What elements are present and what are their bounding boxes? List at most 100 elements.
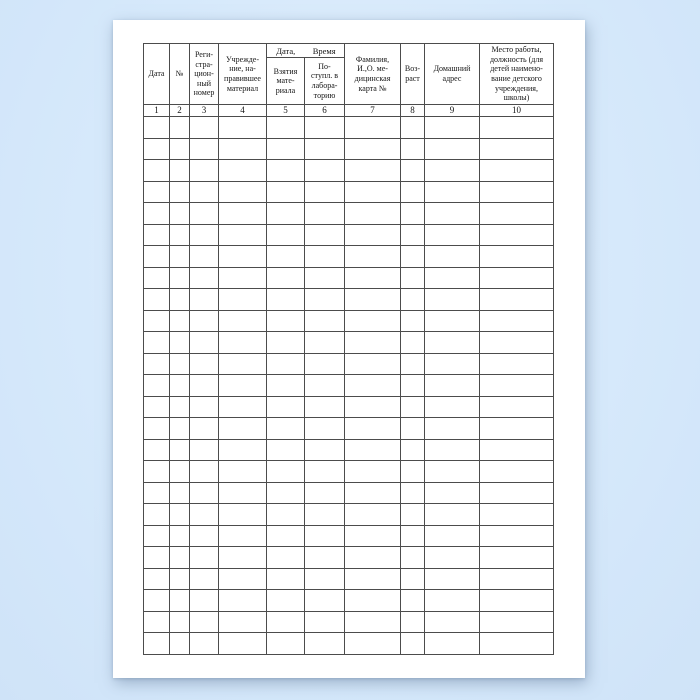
empty-cell [266, 610, 305, 633]
empty-cell [400, 589, 425, 612]
empty-cell [424, 546, 480, 569]
empty-cell [218, 245, 267, 268]
empty-cell [169, 546, 190, 569]
empty-cell [424, 567, 480, 590]
empty-cell [344, 567, 401, 590]
table-row [143, 395, 554, 418]
empty-cell [218, 159, 267, 182]
empty-cell [266, 524, 305, 547]
empty-cell [424, 352, 480, 375]
empty-cell [218, 266, 267, 289]
column-number: 8 [400, 104, 425, 117]
table-row [143, 589, 554, 612]
empty-cell [424, 245, 480, 268]
empty-cell [344, 352, 401, 375]
empty-cell [169, 374, 190, 397]
empty-cell [304, 266, 345, 289]
empty-cell [424, 374, 480, 397]
header-cell-age: Воз- раст [400, 43, 425, 105]
empty-cell [189, 116, 219, 139]
empty-cell [266, 266, 305, 289]
empty-cell [189, 589, 219, 612]
empty-cell [344, 223, 401, 246]
empty-cell [400, 245, 425, 268]
empty-cell [218, 524, 267, 547]
empty-cell [266, 180, 305, 203]
empty-cell [143, 438, 170, 461]
empty-cell [189, 245, 219, 268]
empty-cell [169, 288, 190, 311]
empty-cell [344, 417, 401, 440]
empty-cell [424, 589, 480, 612]
empty-cell [479, 288, 554, 311]
empty-cell [169, 438, 190, 461]
empty-cell [344, 202, 401, 225]
empty-cell [479, 524, 554, 547]
date-time-left-label: Дата, [276, 45, 296, 56]
empty-cell [479, 417, 554, 440]
header-cell-received-lab: По- ступл. в лабора- торию [304, 57, 345, 105]
empty-cell [344, 460, 401, 483]
empty-cell [143, 632, 170, 655]
empty-cell [344, 374, 401, 397]
empty-cell [304, 202, 345, 225]
empty-cell [400, 438, 425, 461]
empty-cell [304, 417, 345, 440]
empty-cell [266, 503, 305, 526]
header-cell-date-time-group: Дата, Время [266, 43, 345, 58]
empty-cell [218, 180, 267, 203]
empty-cell [143, 331, 170, 354]
empty-cell [344, 481, 401, 504]
empty-cell [479, 546, 554, 569]
empty-cell [400, 610, 425, 633]
header-cell-registration-number: Реги- стра- цион- ный номер [189, 43, 219, 105]
table-row [143, 180, 554, 203]
empty-cell [479, 245, 554, 268]
empty-cell [266, 395, 305, 418]
empty-cell [143, 245, 170, 268]
empty-cell [143, 460, 170, 483]
empty-cell [400, 632, 425, 655]
empty-cell [424, 137, 480, 160]
table-row [143, 116, 554, 139]
empty-cell [479, 395, 554, 418]
empty-cell [218, 352, 267, 375]
empty-cell [169, 180, 190, 203]
registration-journal-table: Дата № Реги- стра- цион- ный номер Учреж… [143, 43, 554, 655]
column-number: 6 [304, 104, 345, 117]
empty-cell [266, 352, 305, 375]
empty-cell [400, 202, 425, 225]
empty-cell [344, 524, 401, 547]
table-row [143, 438, 554, 461]
header-cell-date: Дата [143, 43, 170, 105]
header-cell-material-taken: Взятия мате- риала [266, 57, 305, 105]
empty-cell [344, 546, 401, 569]
empty-cell [424, 503, 480, 526]
empty-cell [400, 352, 425, 375]
column-number: 1 [143, 104, 170, 117]
empty-cell [169, 503, 190, 526]
empty-cell [189, 503, 219, 526]
empty-cell [304, 159, 345, 182]
empty-cell [169, 116, 190, 139]
empty-cell [304, 180, 345, 203]
empty-cell [424, 202, 480, 225]
empty-cell [218, 610, 267, 633]
table-row [143, 223, 554, 246]
empty-cell [143, 266, 170, 289]
empty-cell [400, 180, 425, 203]
empty-cell [266, 159, 305, 182]
empty-cell [400, 460, 425, 483]
empty-cell [218, 417, 267, 440]
empty-cell [304, 374, 345, 397]
empty-cell [169, 417, 190, 440]
empty-cell [479, 567, 554, 590]
table-row [143, 374, 554, 397]
empty-cell [304, 610, 345, 633]
empty-cell [218, 331, 267, 354]
empty-cell [189, 180, 219, 203]
empty-cell [400, 288, 425, 311]
empty-cell [424, 266, 480, 289]
empty-cell [143, 374, 170, 397]
empty-cell [344, 395, 401, 418]
